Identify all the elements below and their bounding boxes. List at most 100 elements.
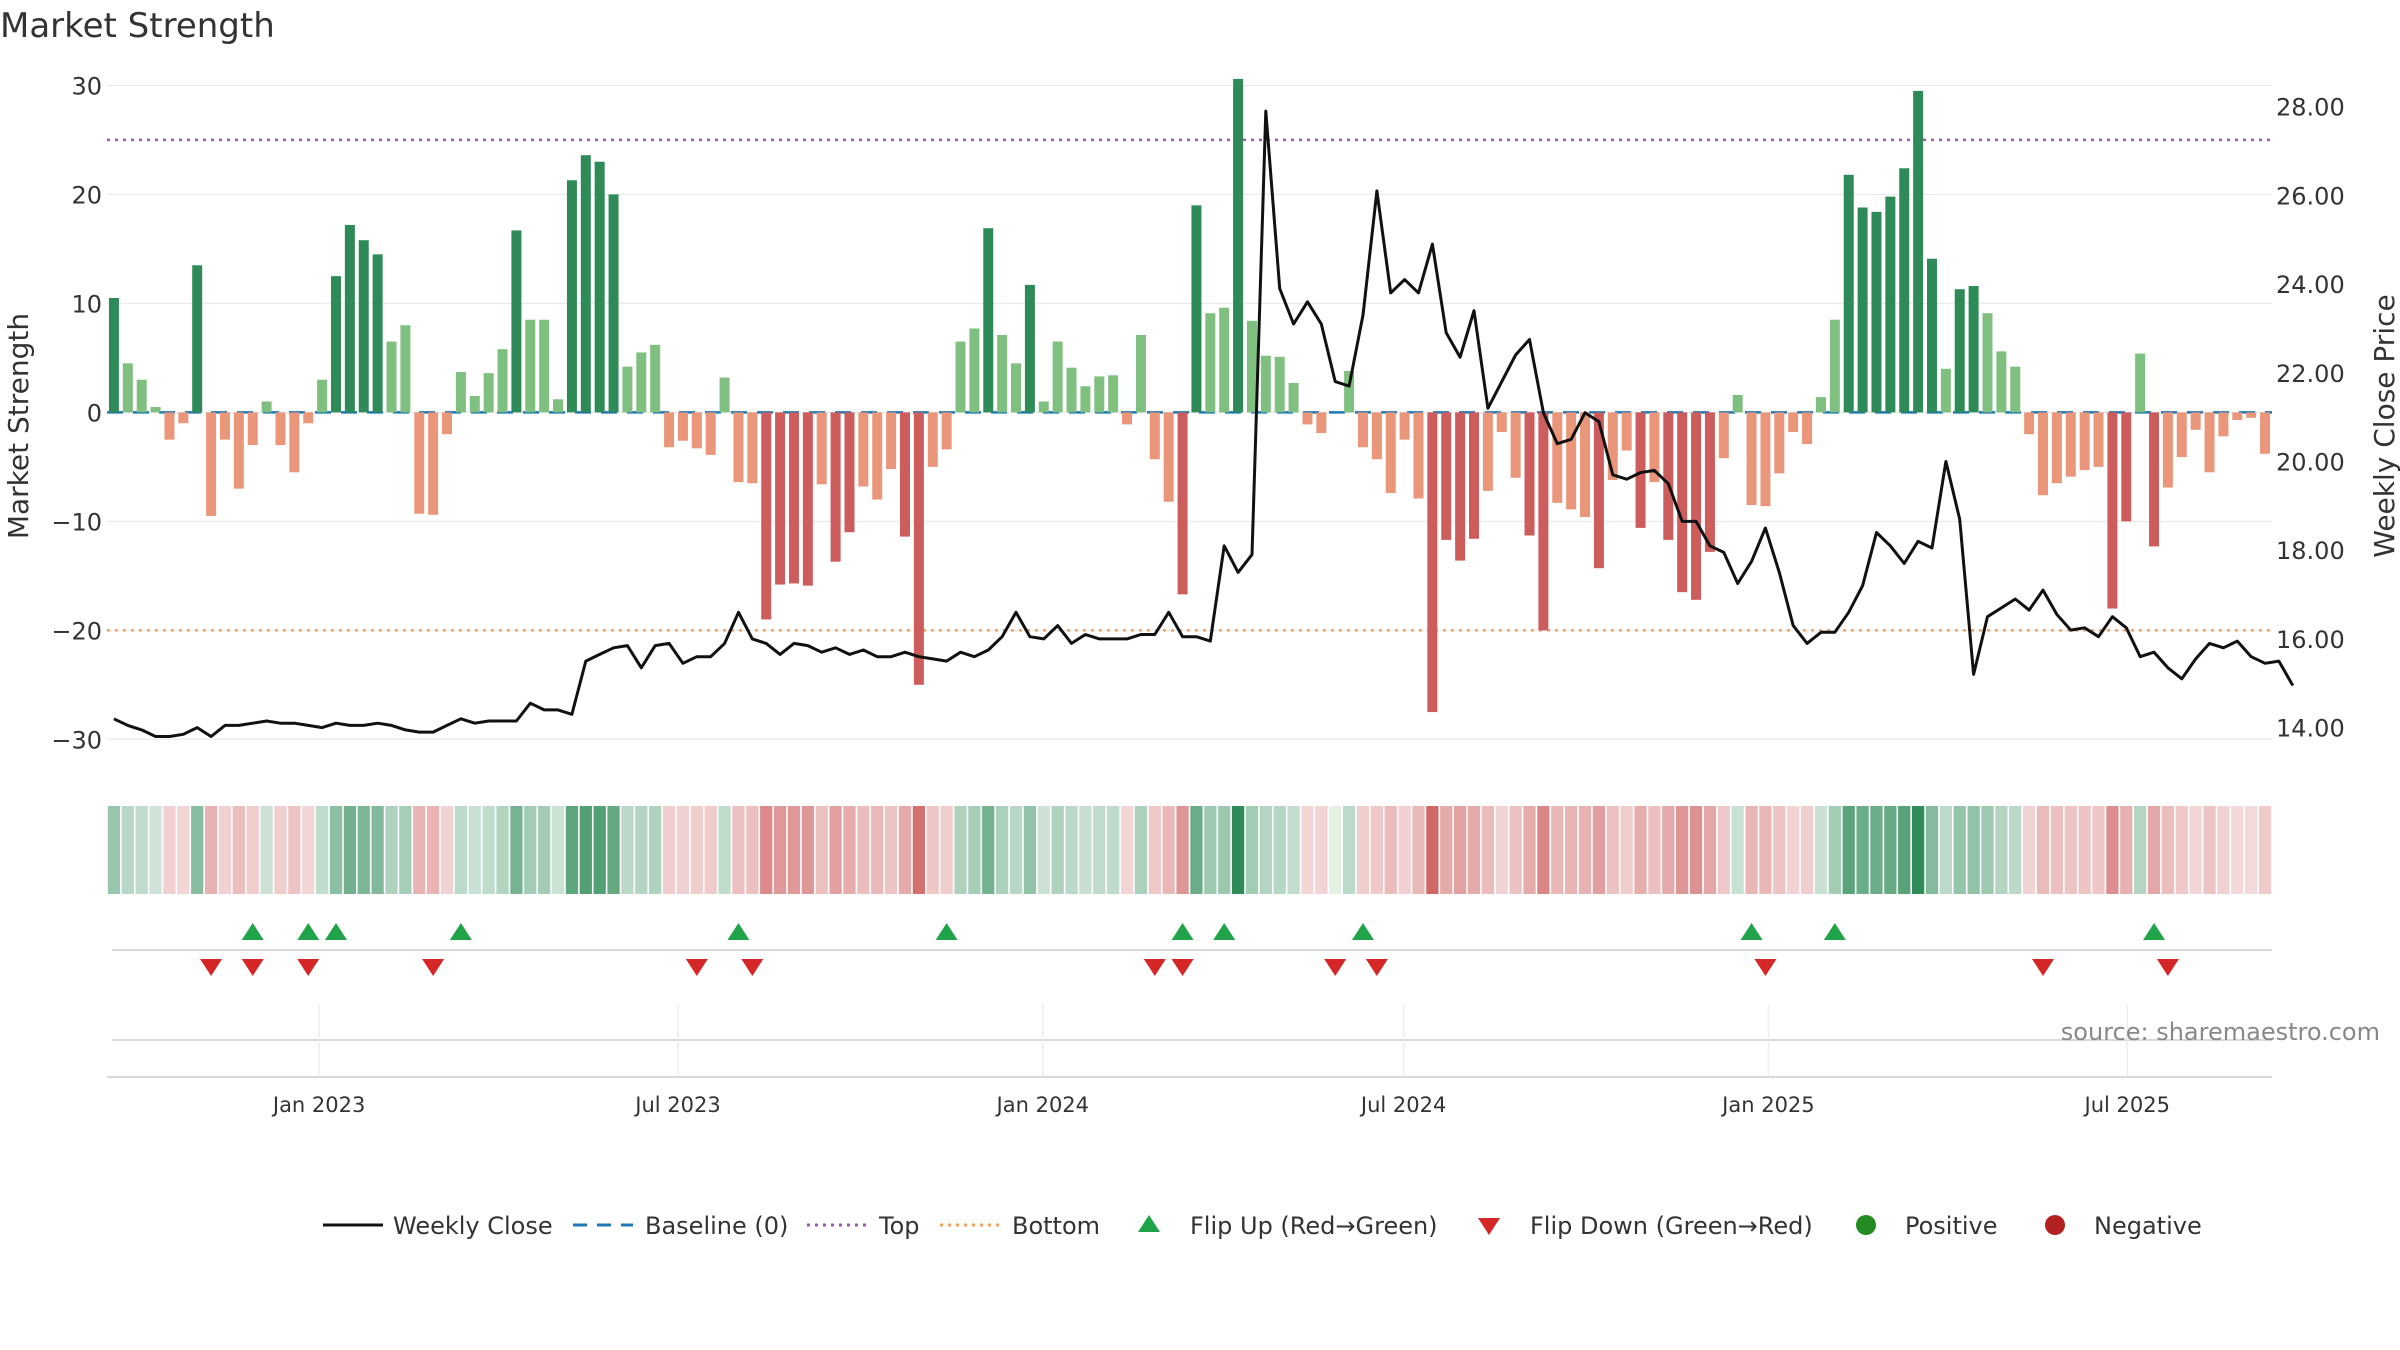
legend-label: Baseline (0) — [645, 1212, 788, 1240]
strength-bar — [1496, 412, 1507, 432]
strength-strip-cell — [1620, 806, 1633, 894]
flip-down-marker — [297, 959, 320, 976]
strength-bar — [2149, 412, 2160, 547]
strength-strip-cell — [2134, 806, 2147, 894]
flip-down-marker — [1324, 959, 1347, 976]
strength-bar — [400, 325, 411, 413]
strength-bar — [1580, 412, 1591, 517]
strength-bar — [733, 412, 744, 483]
strength-strip-cell — [1051, 806, 1064, 894]
strength-bar — [1704, 412, 1715, 552]
strength-bar — [344, 224, 355, 413]
strength-bar — [2121, 412, 2132, 522]
strength-strip-cell — [135, 806, 148, 894]
strength-bar — [1538, 412, 1549, 631]
flip-down-marker — [2156, 959, 2179, 976]
strength-strip-cell — [1398, 806, 1411, 894]
strength-bar — [788, 412, 799, 584]
right-tick-label: 16.00 — [2276, 626, 2345, 654]
strength-bar — [1094, 376, 1105, 413]
strength-bar — [2218, 412, 2229, 437]
strength-strip-cell — [107, 806, 121, 894]
left-tick-label: −30 — [51, 726, 102, 754]
strength-strip-cell — [1967, 806, 1980, 894]
strength-strip-cell — [2231, 806, 2244, 894]
strength-bar — [1052, 341, 1063, 413]
strength-bar — [2024, 412, 2035, 435]
strength-strip-cell — [510, 806, 523, 894]
strength-bar — [900, 412, 910, 537]
strength-strip-cell — [426, 806, 440, 894]
strength-bar — [1399, 412, 1410, 440]
strength-bar — [636, 352, 647, 413]
source-label: source: sharemaestro.com — [2061, 1018, 2380, 1046]
strength-bar — [1413, 412, 1424, 499]
strength-strip-cell — [1412, 806, 1425, 894]
strength-strip-cell — [121, 806, 134, 894]
strength-strip-cell — [343, 806, 357, 894]
strength-bar — [206, 412, 217, 516]
flip-up-marker — [1171, 923, 1194, 940]
flip-down-marker — [1171, 959, 1194, 976]
strength-bar — [2232, 412, 2243, 421]
strength-strip-cell — [2245, 806, 2258, 894]
chart-title: Market Strength — [0, 6, 275, 46]
strength-strip-cell — [1079, 806, 1092, 894]
strength-strip-cell — [329, 806, 343, 894]
flip-up-marker — [2143, 923, 2166, 940]
left-axis-title: Market Strength — [2, 313, 35, 539]
strength-bar — [1149, 412, 1160, 460]
strength-bar — [1954, 289, 1965, 413]
strength-bar — [969, 328, 980, 413]
strength-strip-cell — [787, 806, 801, 894]
strength-strip-cell — [1495, 806, 1508, 894]
strength-strip-cell — [2147, 806, 2161, 894]
flip-up-marker — [935, 923, 958, 940]
flip-up-marker — [297, 923, 320, 940]
strength-strip-cell — [1565, 806, 1578, 894]
left-tick-label: 10 — [71, 290, 102, 318]
strength-bar — [1982, 313, 1993, 413]
strength-bar — [1357, 412, 1368, 448]
strength-bar — [580, 155, 591, 413]
strength-strip-cell — [1606, 806, 1619, 894]
strength-strip-cell — [1787, 806, 1800, 894]
strength-bar — [1718, 412, 1729, 459]
strength-strip-cell — [385, 806, 398, 894]
strength-bar — [1635, 412, 1646, 528]
strength-strip-cell — [621, 806, 634, 894]
strength-bar — [1316, 412, 1327, 434]
strength-strip-cell — [1745, 806, 1758, 894]
flip-up-marker — [241, 923, 264, 940]
flip-up-marker — [1213, 923, 1236, 940]
legend-dot-icon — [1856, 1215, 1876, 1235]
strength-strip-cell — [982, 806, 995, 894]
strength-bar — [830, 412, 841, 562]
strength-strip-cell — [1773, 806, 1786, 894]
strength-strip-cell — [926, 806, 939, 894]
strength-strip-cell — [1481, 806, 1495, 894]
strength-strip-cell — [1578, 806, 1592, 894]
strength-bar — [2176, 412, 2187, 458]
flip-up-marker — [324, 923, 347, 940]
strength-bar — [1246, 320, 1257, 413]
strength-bar — [1621, 412, 1632, 451]
strength-strip-cell — [1870, 806, 1883, 894]
strength-strip-cell — [302, 806, 315, 894]
flip-up-marker — [727, 923, 750, 940]
strength-strip-cell — [1592, 806, 1606, 894]
flip-markers — [112, 923, 2272, 1041]
strength-bar — [233, 412, 244, 489]
right-axis-title: Weekly Close Price — [2368, 294, 2400, 557]
strength-strip-cell — [1134, 806, 1148, 894]
strength-bar — [886, 412, 897, 470]
strength-strip-cell — [1523, 806, 1536, 894]
strength-strip-cell — [1287, 806, 1300, 894]
strength-strip-cell — [996, 806, 1009, 894]
strength-bar — [2079, 412, 2090, 471]
strength-bar — [1344, 370, 1355, 413]
strength-strip-cell — [565, 806, 579, 894]
strength-strip-cell — [1703, 806, 1717, 894]
strength-bar — [2107, 412, 2118, 609]
strength-bar — [372, 254, 383, 413]
